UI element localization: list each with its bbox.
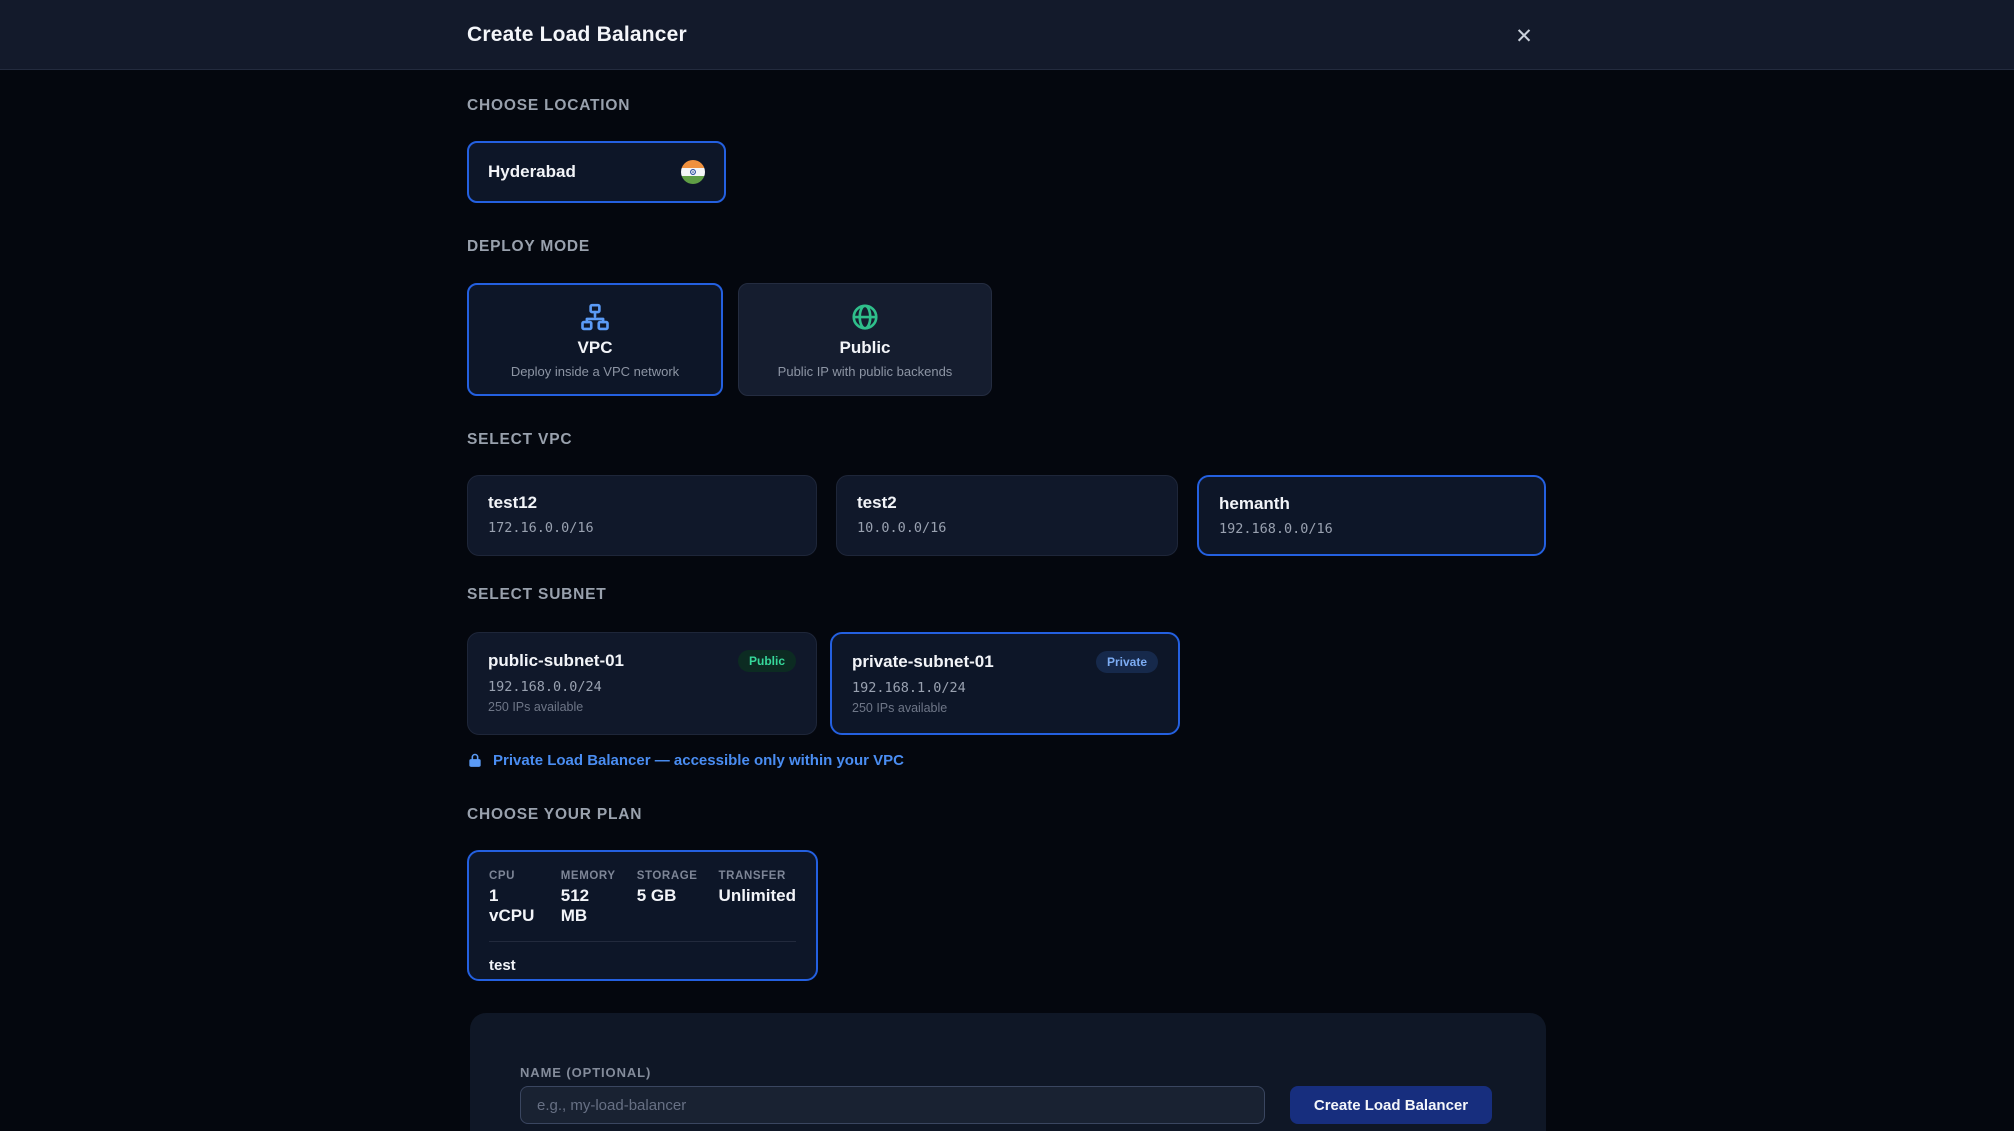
mode-description: Deploy inside a VPC network: [510, 364, 680, 379]
select-vpc-label: SELECT VPC: [467, 431, 573, 448]
page-title: Create Load Balancer: [467, 22, 687, 46]
plan-name: test: [489, 957, 516, 974]
plan-divider: [489, 941, 796, 942]
footer-panel: NAME (OPTIONAL) Create Load Balancer: [470, 1013, 1546, 1131]
location-name: Hyderabad: [488, 162, 576, 181]
private-lb-note-text: Private Load Balancer — accessible only …: [493, 752, 904, 769]
plan-card-test[interactable]: CPU 1 vCPU MEMORY 512 MB STORAGE 5 GB TR…: [467, 850, 818, 981]
choose-plan-label: CHOOSE YOUR PLAN: [467, 806, 643, 823]
network-icon: [581, 303, 609, 331]
mode-name: VPC: [577, 338, 613, 357]
select-subnet-label: SELECT SUBNET: [467, 586, 607, 603]
subnet-name: public-subnet-01: [488, 651, 625, 670]
vpc-cidr: 172.16.0.0/16: [488, 520, 594, 536]
vpc-name: test12: [488, 493, 538, 512]
subnet-availability: 250 IPs available: [488, 700, 584, 714]
spec-transfer: TRANSFER Unlimited: [718, 870, 796, 905]
spec-memory: MEMORY 512 MB: [560, 870, 616, 925]
subnet-cidr: 192.168.1.0/24: [852, 680, 966, 696]
location-card-hyderabad[interactable]: Hyderabad: [467, 141, 726, 203]
subnet-type-badge: Private: [1095, 651, 1158, 673]
name-input[interactable]: [520, 1086, 1265, 1124]
choose-location-label: CHOOSE LOCATION: [467, 97, 631, 114]
subnet-type-badge: Public: [737, 650, 796, 672]
vpc-name: test2: [857, 493, 897, 512]
subnet-card-public[interactable]: public-subnet-01 Public 192.168.0.0/24 2…: [467, 632, 817, 735]
modal-header: Create Load Balancer ✕: [0, 0, 2014, 70]
vpc-name: hemanth: [1219, 494, 1290, 513]
subnet-availability: 250 IPs available: [852, 701, 948, 715]
india-flag-icon: [681, 160, 705, 184]
deploy-mode-card-public[interactable]: Public Public IP with public backends: [738, 283, 992, 396]
create-load-balancer-button[interactable]: Create Load Balancer: [1290, 1086, 1492, 1124]
vpc-card-test2[interactable]: test2 10.0.0.0/16: [836, 475, 1178, 556]
deploy-mode-label: DEPLOY MODE: [467, 238, 591, 255]
name-optional-label: NAME (OPTIONAL): [520, 1065, 652, 1080]
subnet-name: private-subnet-01: [852, 652, 994, 671]
vpc-card-hemanth[interactable]: hemanth 192.168.0.0/16: [1197, 475, 1546, 556]
vpc-cidr: 192.168.0.0/16: [1219, 521, 1333, 537]
deploy-mode-card-vpc[interactable]: VPC Deploy inside a VPC network: [467, 283, 723, 396]
private-lb-note: Private Load Balancer — accessible only …: [467, 752, 904, 769]
subnet-cidr: 192.168.0.0/24: [488, 679, 602, 695]
close-icon[interactable]: ✕: [1505, 17, 1543, 55]
subnet-card-private[interactable]: private-subnet-01 Private 192.168.1.0/24…: [830, 632, 1180, 735]
lock-icon: [469, 753, 481, 767]
spec-cpu: CPU 1 vCPU: [489, 870, 535, 925]
mode-name: Public: [839, 338, 891, 357]
plan-specs: CPU 1 vCPU MEMORY 512 MB STORAGE 5 GB TR…: [489, 870, 796, 926]
mode-description: Public IP with public backends: [777, 364, 953, 379]
spec-storage: STORAGE 5 GB: [636, 870, 698, 905]
vpc-card-test12[interactable]: test12 172.16.0.0/16: [467, 475, 817, 556]
globe-icon: [852, 304, 878, 330]
vpc-cidr: 10.0.0.0/16: [857, 520, 947, 536]
